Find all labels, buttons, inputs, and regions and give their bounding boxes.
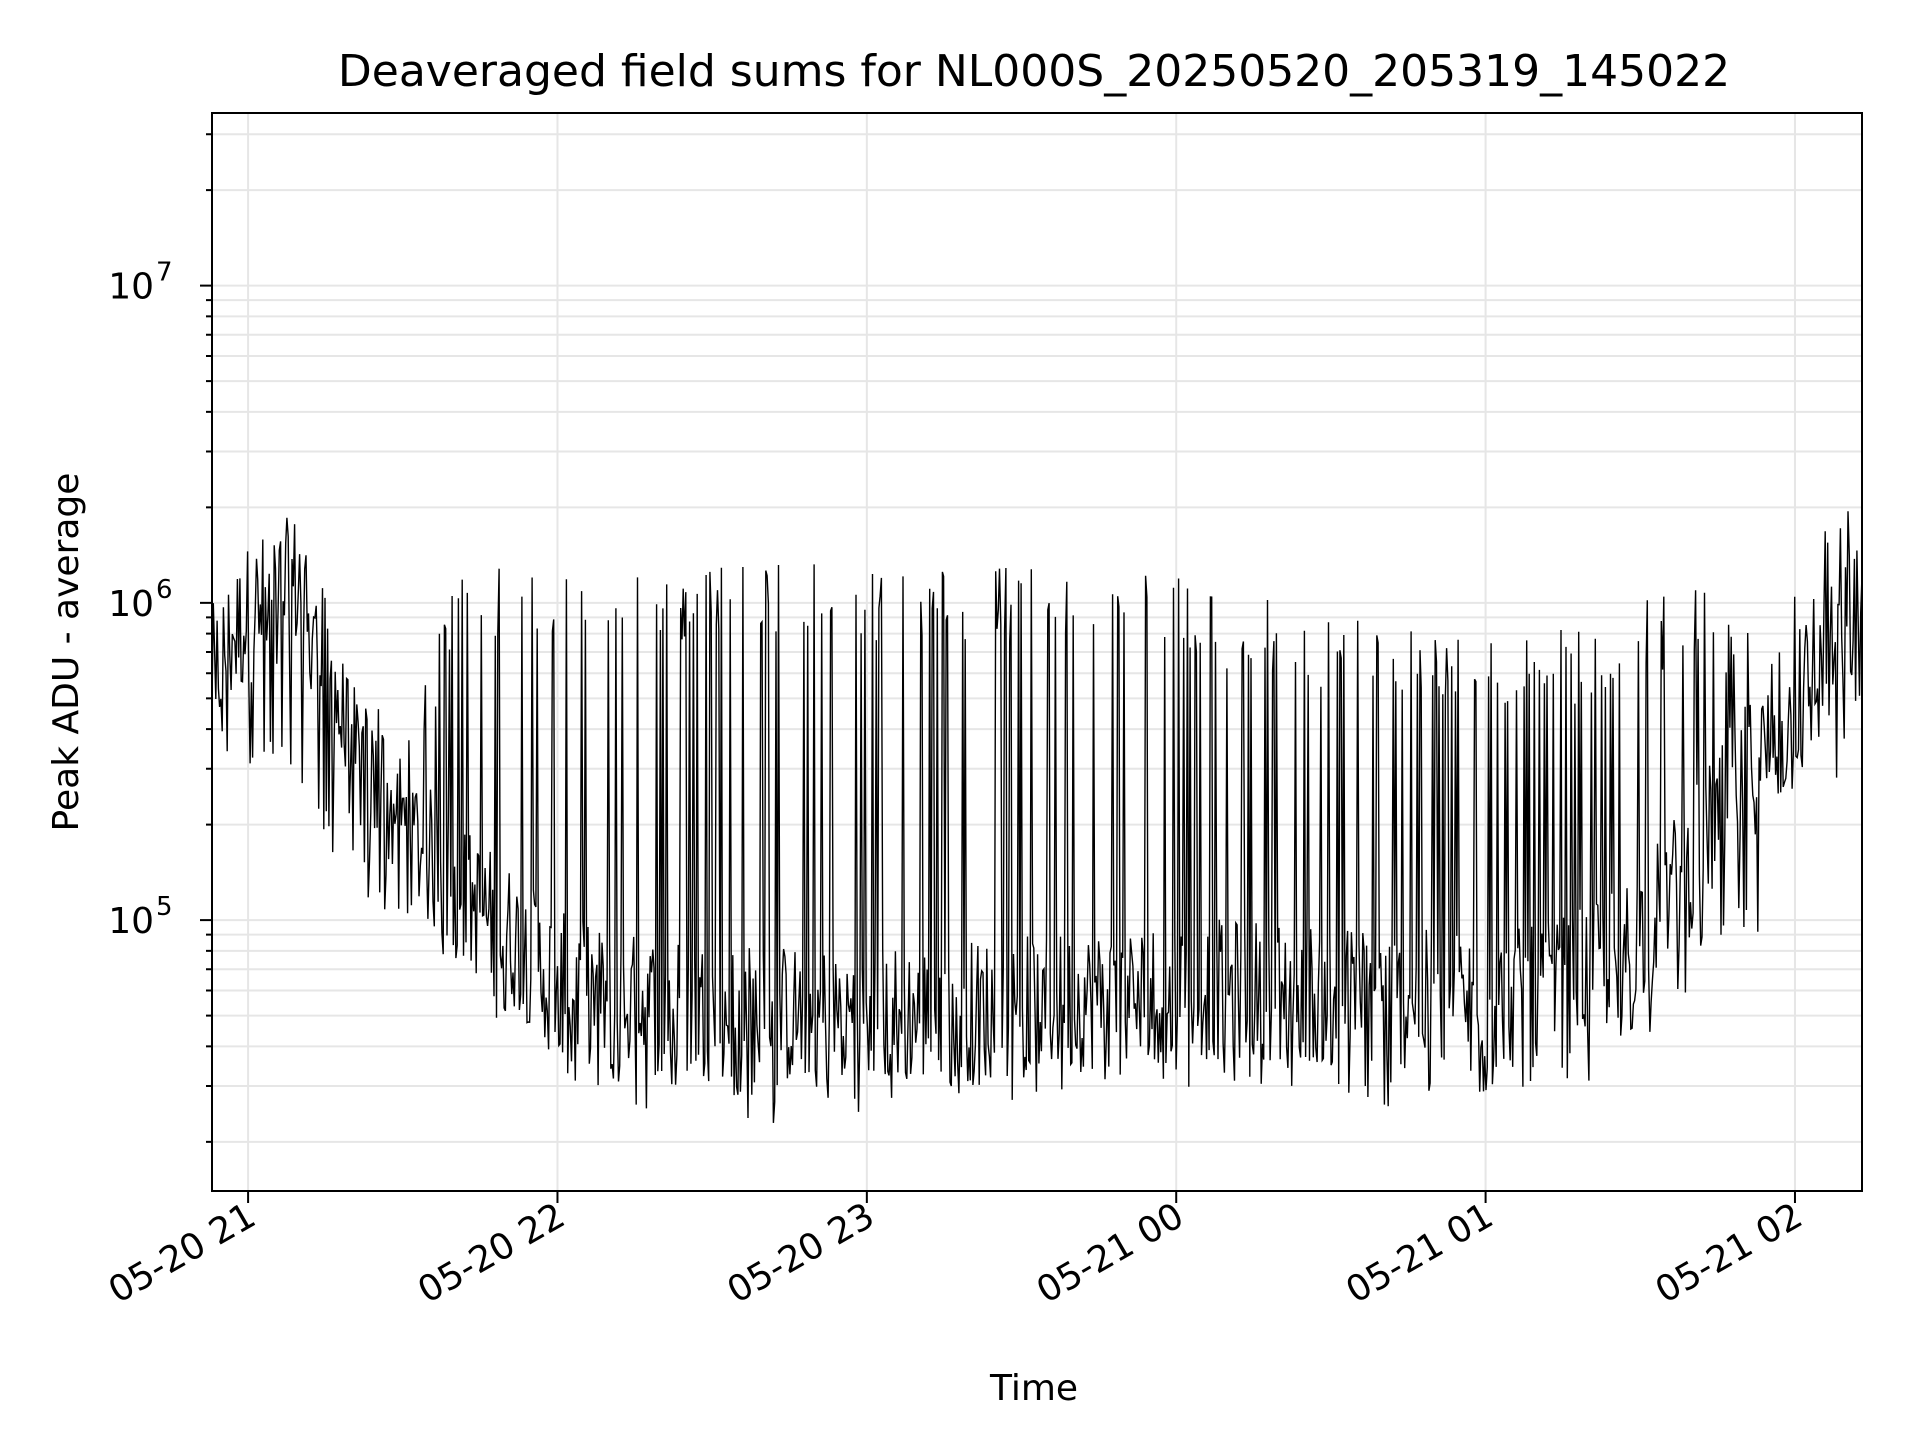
y-tick-label: 10 5 [108, 892, 172, 942]
x-tick-label: 05-20 22 [411, 1195, 572, 1311]
y-tick-exponent: 5 [156, 892, 173, 922]
x-axis: 05-20 21 05-20 22 05-20 23 05-21 00 05-21 01… [102, 1191, 1810, 1312]
y-tick-base: 10 [108, 267, 154, 308]
y-tick-label: 10 6 [108, 575, 172, 625]
x-tick-label: 05-20 23 [721, 1195, 882, 1311]
y-tick-base: 10 [108, 901, 154, 942]
y-tick-exponent: 6 [156, 575, 173, 605]
y-tick-exponent: 7 [156, 258, 173, 288]
x-axis-label: Time [989, 1368, 1078, 1409]
chart-title: Deaveraged field sums for NL000S_2025052… [338, 46, 1730, 97]
x-tick-label: 05-21 01 [1339, 1195, 1500, 1311]
series-line [211, 511, 1863, 1123]
y-axis-label: Peak ADU - average [46, 473, 87, 832]
x-tick-label: 05-21 00 [1030, 1195, 1191, 1311]
series-line-group [211, 511, 1863, 1123]
y-tick-base: 10 [108, 584, 154, 625]
x-tick-label: 05-20 21 [102, 1195, 263, 1311]
y-tick-label: 10 7 [108, 258, 172, 308]
x-tick-label: 05-21 02 [1649, 1195, 1810, 1311]
